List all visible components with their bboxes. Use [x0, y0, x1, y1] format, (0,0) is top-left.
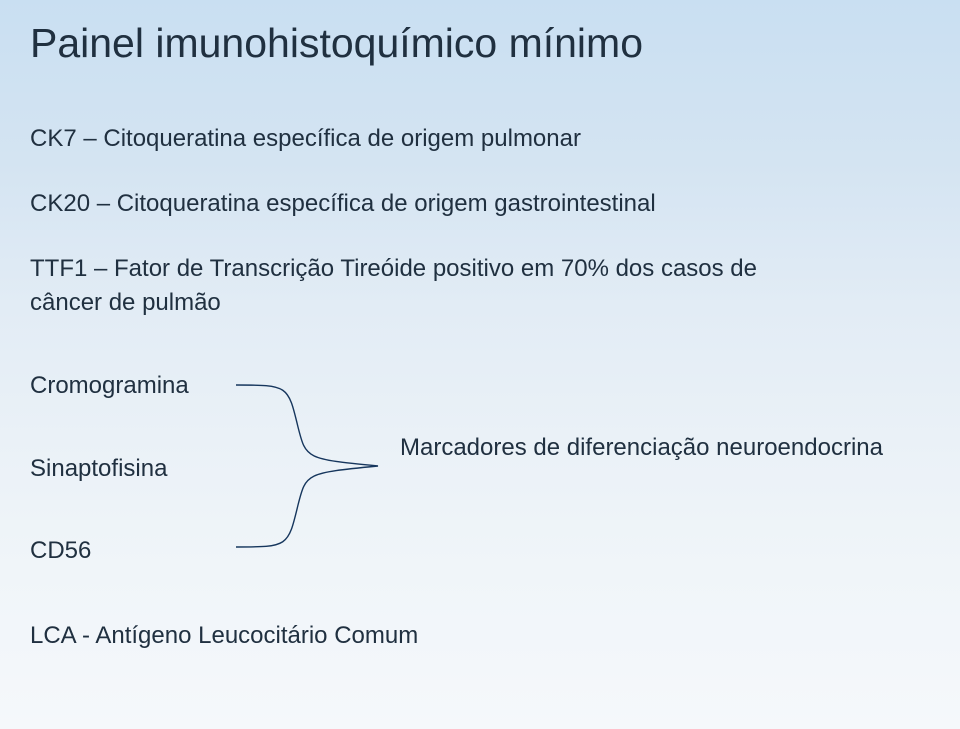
text-ck7: CK7 – Citoqueratina específica de origem… [30, 125, 581, 153]
text-cd56: CD56 [30, 537, 91, 565]
page-title: Painel imunohistoquímico mínimo [30, 20, 643, 67]
brace-icon [228, 367, 388, 565]
text-sinaptofisina: Sinaptofisina [30, 455, 167, 483]
text-ttf1-line2: câncer de pulmão [30, 289, 221, 317]
text-marcadores: Marcadores de diferenciação neuroendocri… [400, 434, 883, 462]
text-ttf1-line1: TTF1 – Fator de Transcrição Tireóide pos… [30, 255, 757, 283]
text-cromogramina: Cromogramina [30, 372, 189, 400]
text-ck20: CK20 – Citoqueratina específica de orige… [30, 190, 656, 218]
text-lca: LCA - Antígeno Leucocitário Comum [30, 622, 418, 650]
